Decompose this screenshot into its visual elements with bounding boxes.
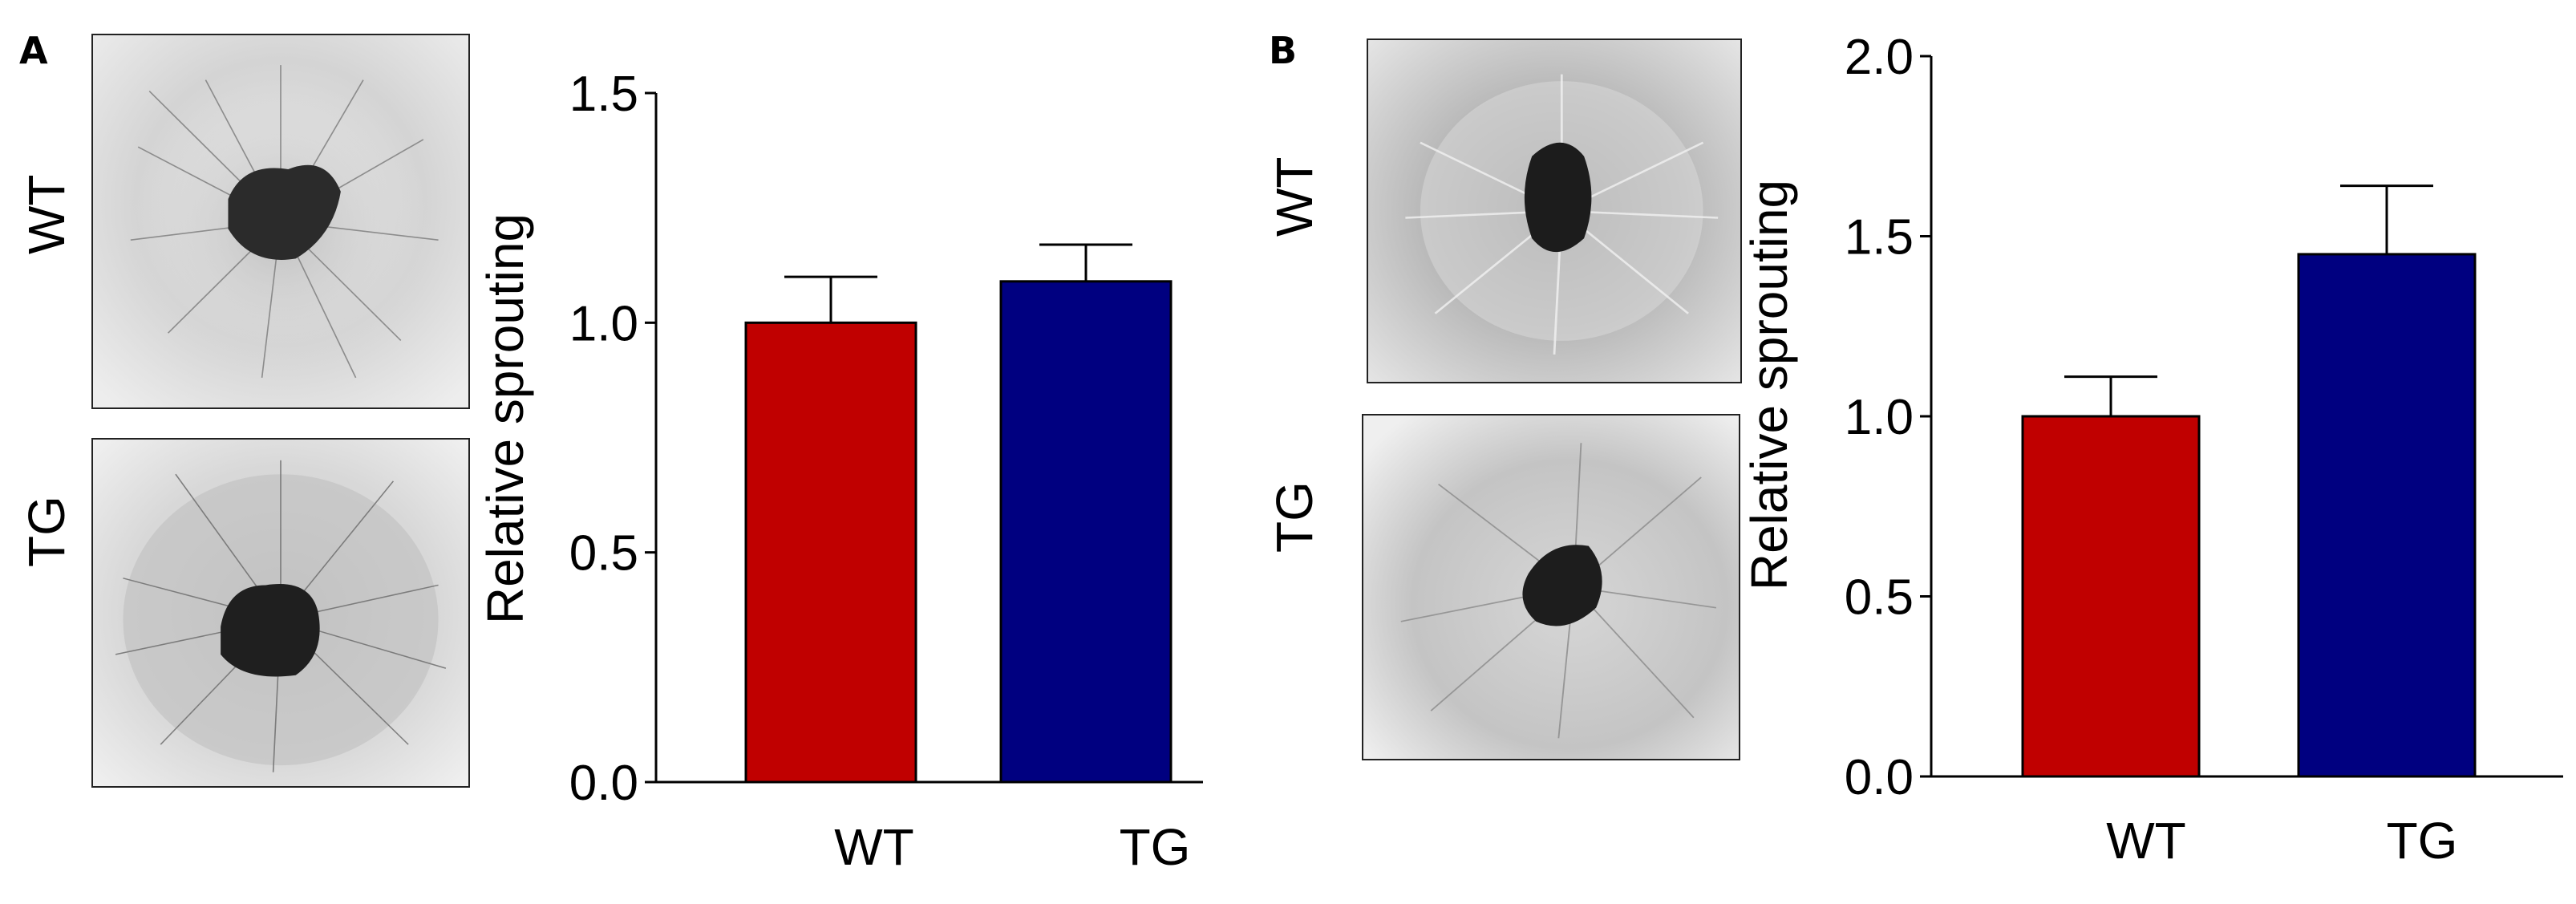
chart-a-x-tick-label-tg: TG [1120,818,1191,876]
chart-b-y-tick-label: 1.5 [1845,210,1914,266]
chart-a-bar-tg [999,280,1173,784]
chart-b-x-tick-label-wt: WT [2106,812,2186,870]
chart-b-y-tick-label: 0.5 [1845,570,1914,626]
panel-b-tg-micrograph [1362,414,1740,760]
panel-a-tg-micrograph [91,438,470,788]
chart-b-y-tick-label: 1.0 [1845,390,1914,445]
panel-b-letter: B [1269,29,1298,72]
chart-a-y-tick-label: 0.5 [569,526,638,582]
chart-b-bar-wt [2021,415,2201,778]
chart-b-y-tick-label: 0.0 [1845,750,1914,805]
chart-b-y-tick-label: 2.0 [1845,30,1914,85]
chart-a-y-axis-label: Relative sprouting [476,213,534,624]
chart-b-x-tick-label-tg: TG [2387,812,2458,870]
panel-a-wt-micrograph [91,34,470,409]
chart-a-x-tick-label-wt: WT [834,818,914,876]
chart-a-bar-wt [744,321,917,784]
panel-a-letter: A [19,29,48,72]
chart-b-y-axis-label: Relative sprouting [1740,180,1798,590]
chart-a-y-tick-label: 0.0 [569,756,638,811]
chart-a-y-tick-label: 1.0 [569,296,638,351]
chart-b-bar-tg [2297,253,2477,778]
chart-a-y-tick-label: 1.5 [569,67,638,122]
panel-b-wt-micrograph [1367,39,1742,383]
